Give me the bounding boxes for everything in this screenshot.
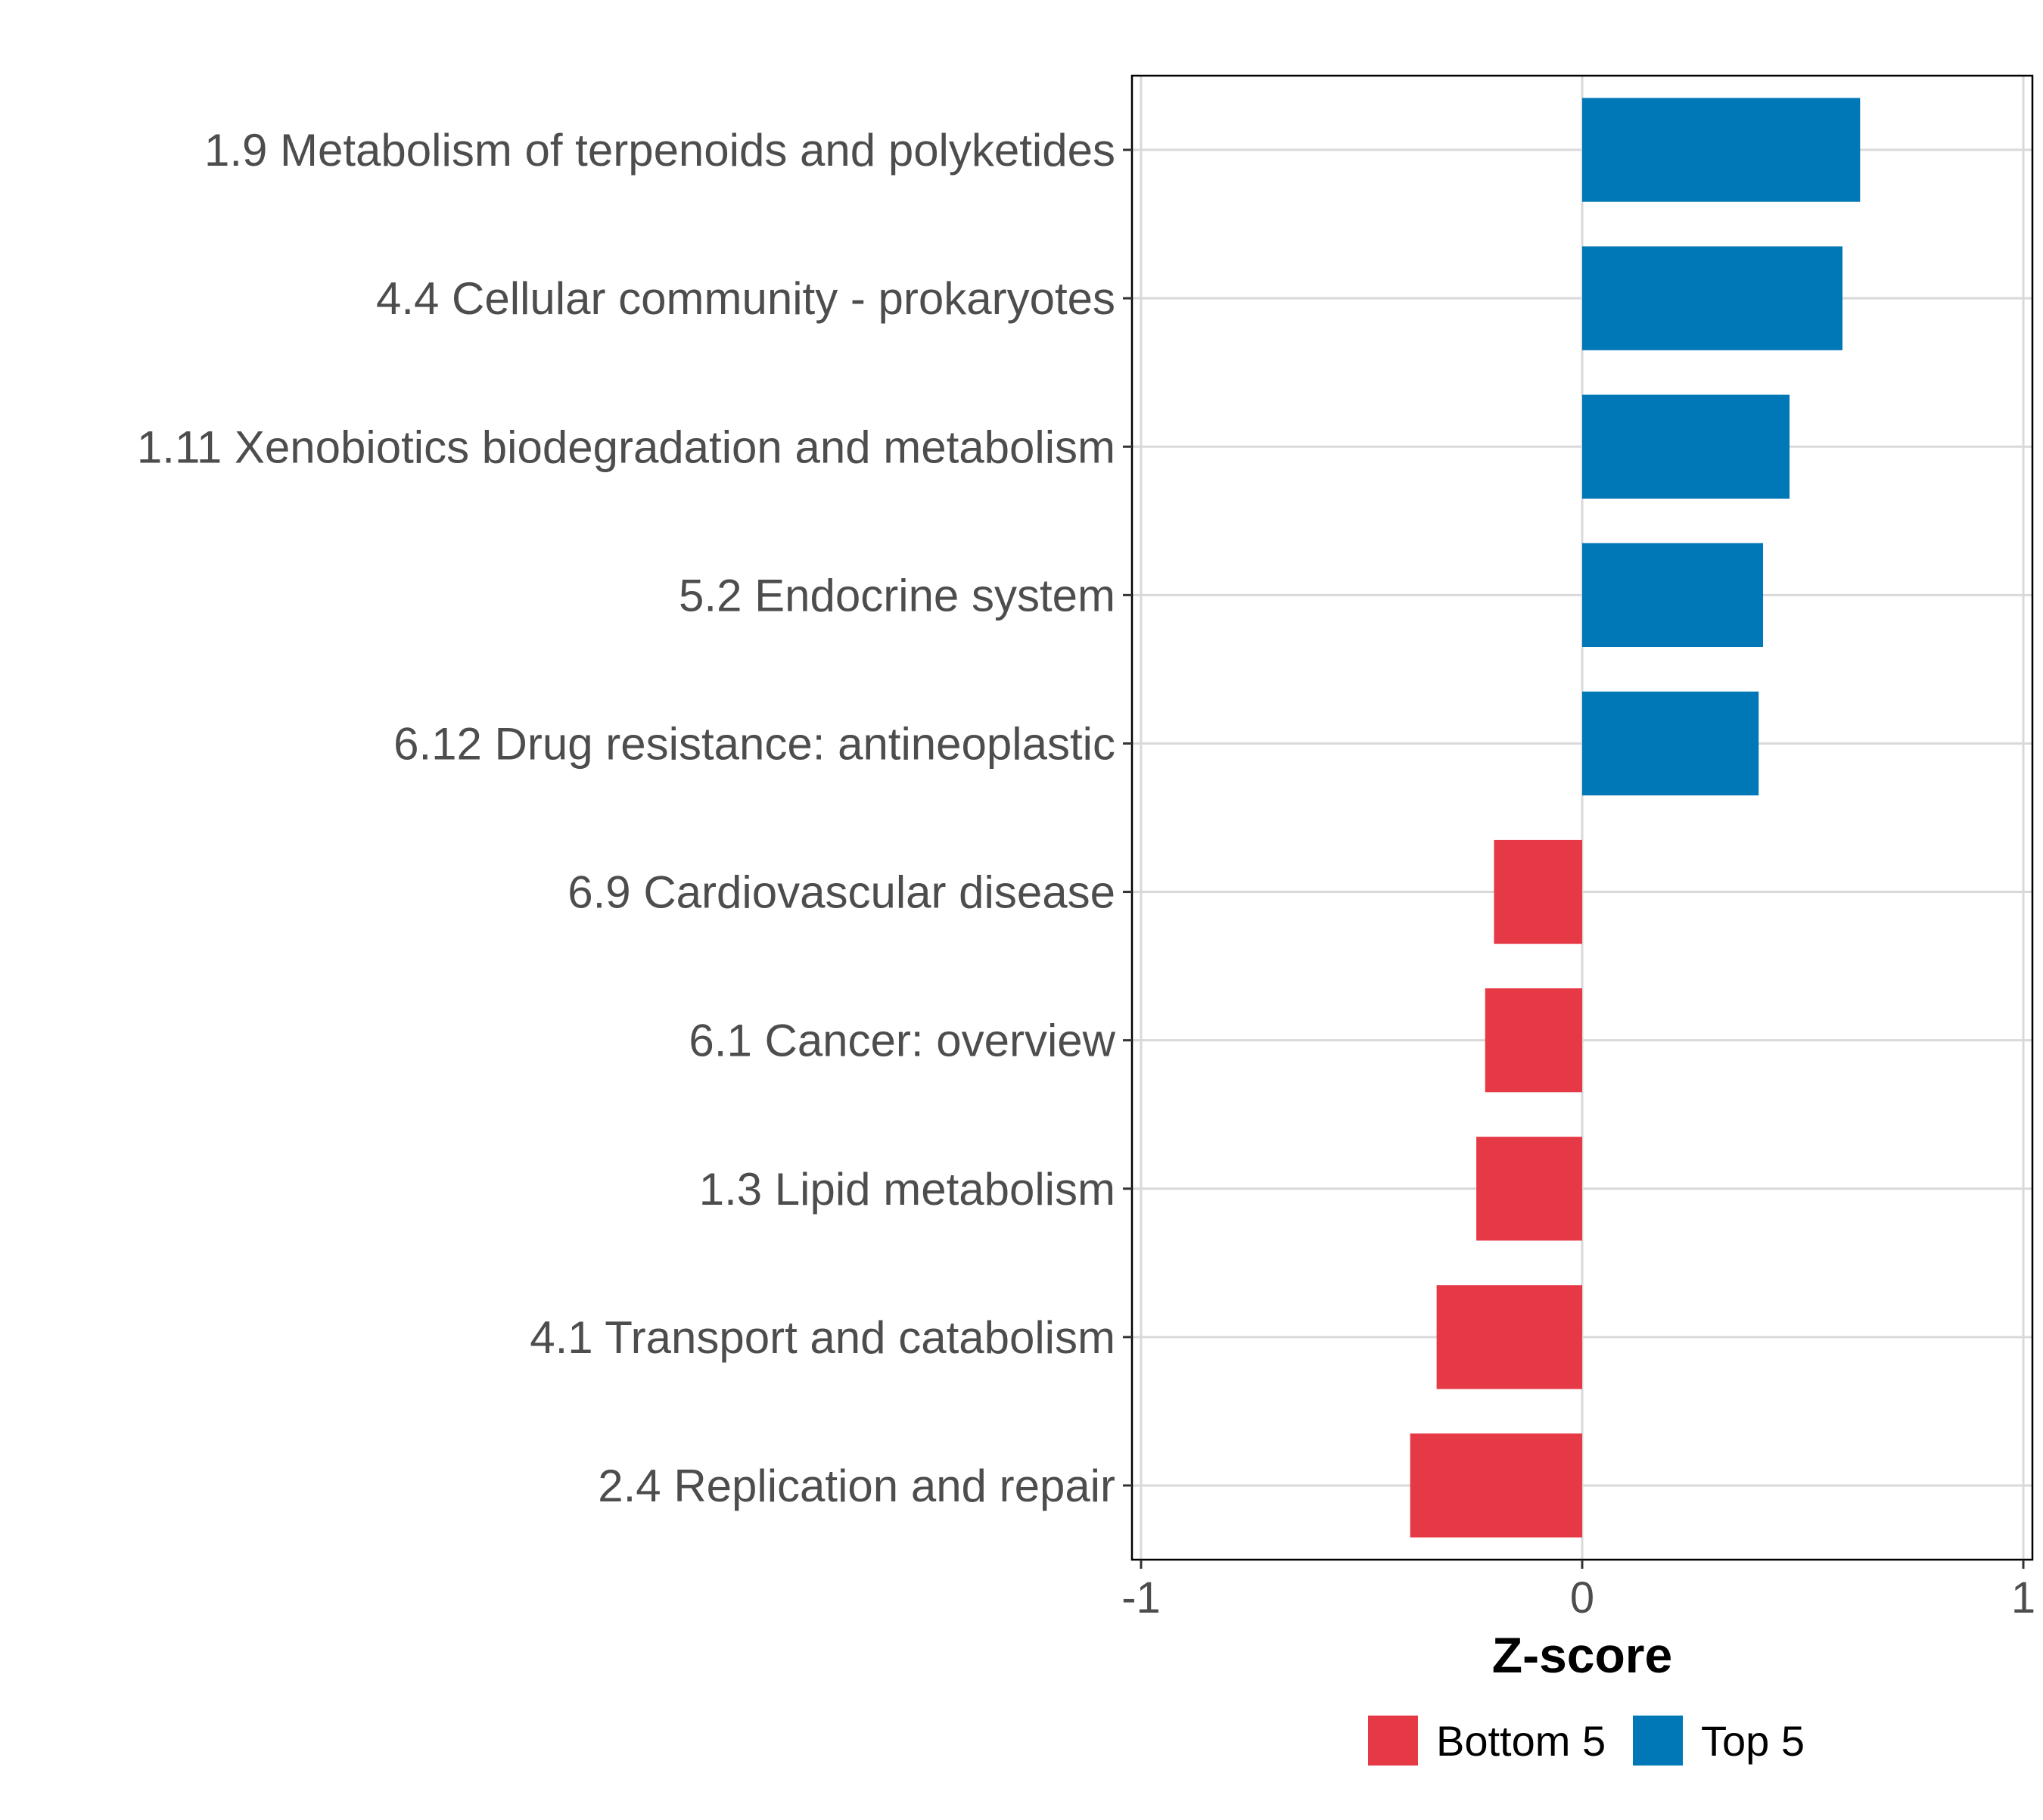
bar [1582, 394, 1790, 499]
bar-layer [1410, 98, 1861, 1538]
legend-swatch [1633, 1716, 1683, 1766]
y-tick-label: 6.9 Cardiovascular disease [568, 867, 1115, 918]
bar [1476, 1137, 1582, 1241]
x-axis: -1 0 1 [1121, 1560, 2035, 1622]
bar [1494, 839, 1582, 944]
x-tick-label: -1 [1121, 1573, 1161, 1622]
y-tick-label: 6.12 Drug resistance: antineoplastic [393, 718, 1115, 769]
y-tick-label: 6.1 Cancer: overview [689, 1016, 1115, 1066]
legend: Bottom 5 Top 5 [1368, 1716, 1805, 1766]
x-axis-title: Z-score [1492, 1627, 1672, 1683]
y-tick-label: 4.4 Cellular community - prokaryotes [376, 273, 1115, 324]
y-tick-label: 1.9 Metabolism of terpenoids and polyket… [204, 125, 1115, 176]
legend-swatch [1368, 1716, 1418, 1766]
bar [1485, 988, 1582, 1093]
y-tick-label: 5.2 Endocrine system [679, 570, 1115, 621]
legend-label: Bottom 5 [1436, 1717, 1606, 1765]
y-tick-label: 2.4 Replication and repair [598, 1461, 1115, 1511]
bar [1582, 543, 1764, 647]
y-axis: 1.9 Metabolism of terpenoids and polyket… [137, 125, 1132, 1511]
bar [1582, 246, 1842, 350]
y-tick-label: 1.11 Xenobiotics biodegradation and meta… [137, 422, 1115, 472]
y-tick-label: 4.1 Transport and catabolism [530, 1312, 1115, 1363]
bar [1582, 691, 1759, 796]
bar [1436, 1285, 1582, 1389]
y-tick-label: 1.3 Lipid metabolism [699, 1164, 1115, 1215]
bar [1582, 98, 1861, 202]
x-tick-label: 1 [2011, 1573, 2035, 1622]
bar [1410, 1433, 1582, 1538]
x-tick-label: 0 [1570, 1573, 1594, 1622]
legend-label: Top 5 [1701, 1717, 1805, 1765]
